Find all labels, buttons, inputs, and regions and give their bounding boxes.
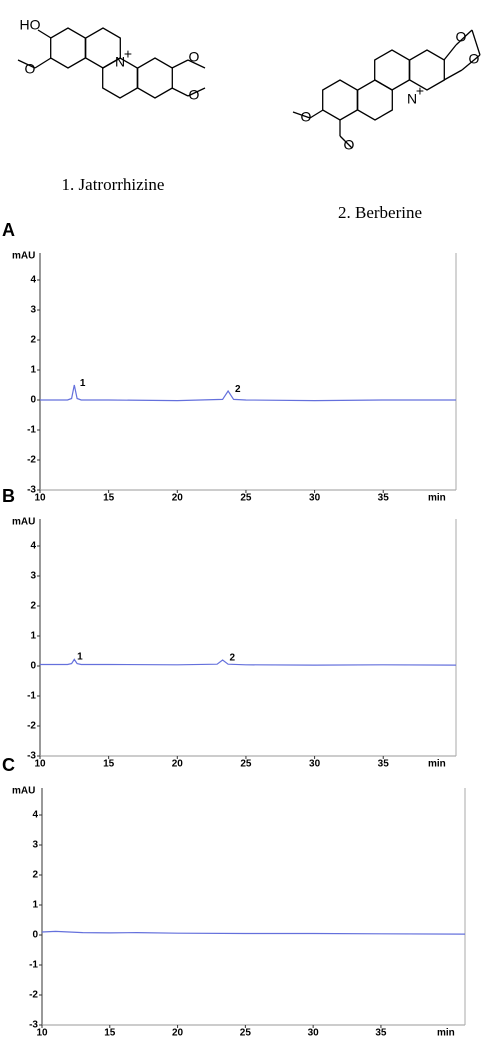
atom-label: O: [25, 61, 36, 77]
y-tick-label: 0: [32, 930, 38, 941]
bond: [171, 59, 189, 69]
peak-label: 2: [235, 384, 241, 395]
x-tick-label: 25: [240, 493, 252, 504]
bond: [461, 54, 481, 71]
x-tick-label: 25: [240, 1028, 252, 1039]
atom-label: O: [189, 49, 200, 65]
peak-label: 2: [229, 653, 235, 664]
compound-name: 1. Jatrorrhizine: [62, 175, 165, 194]
x-axis-label: min: [428, 493, 446, 504]
y-axis-label: mAU: [12, 251, 35, 262]
atom-label: N: [115, 54, 125, 70]
bond: [187, 87, 206, 97]
trace: [40, 658, 457, 666]
atom-label: O: [189, 87, 200, 103]
ring: [374, 49, 410, 91]
bond: [443, 69, 463, 81]
bond: [171, 87, 189, 97]
y-tick-label: -1: [29, 960, 38, 971]
trace: [41, 930, 466, 935]
panel-label: C: [2, 755, 15, 775]
y-tick-label: -1: [27, 691, 36, 702]
x-tick-label: 10: [36, 1028, 48, 1039]
y-tick-label: 0: [30, 395, 36, 406]
peak-label: 1: [77, 652, 83, 663]
ring: [50, 27, 86, 69]
y-tick-label: 4: [32, 810, 38, 821]
bond: [17, 59, 36, 69]
bond: [455, 29, 473, 46]
y-tick-label: 3: [32, 840, 38, 851]
atom-label: O: [469, 51, 480, 67]
atom-label: O: [344, 137, 355, 153]
y-tick-label: -3: [27, 751, 36, 762]
bond: [34, 57, 52, 69]
y-tick-label: -2: [27, 455, 36, 466]
y-tick-label: 3: [30, 305, 36, 316]
y-axis-label: mAU: [12, 786, 35, 797]
x-tick-label: 15: [103, 493, 115, 504]
ring: [322, 79, 358, 121]
peak-label: 1: [80, 378, 86, 389]
y-tick-label: 2: [30, 601, 36, 612]
atom-label: N: [407, 91, 417, 107]
bond: [37, 29, 52, 39]
y-tick-label: -1: [27, 425, 36, 436]
x-tick-label: 10: [34, 493, 46, 504]
trace: [40, 384, 456, 402]
panel-label: A: [2, 220, 15, 240]
y-tick-label: 2: [30, 335, 36, 346]
y-axis-label: mAU: [12, 517, 35, 528]
y-tick-label: -3: [29, 1020, 38, 1031]
atom-label: HO: [20, 17, 41, 33]
x-tick-label: 15: [103, 759, 115, 770]
y-tick-label: 4: [30, 541, 36, 552]
y-tick-label: -2: [27, 721, 36, 732]
bond: [309, 109, 324, 119]
atom-label: O: [456, 29, 467, 45]
bond: [339, 135, 353, 149]
panel-label: B: [2, 486, 15, 506]
ring: [137, 57, 173, 99]
y-tick-label: 4: [30, 275, 36, 286]
ring: [357, 79, 393, 121]
x-tick-label: 15: [104, 1028, 116, 1039]
y-tick-label: -2: [29, 990, 38, 1001]
x-tick-label: 35: [378, 759, 390, 770]
y-tick-label: 1: [32, 900, 38, 911]
x-tick-label: 35: [375, 1028, 387, 1039]
y-tick-label: 1: [30, 631, 36, 642]
compound-name: 2. Berberine: [338, 203, 422, 222]
x-axis-label: min: [428, 759, 446, 770]
x-tick-label: 30: [308, 1028, 320, 1039]
atom-label: +: [416, 83, 424, 99]
x-tick-label: 25: [240, 759, 252, 770]
y-tick-label: -3: [27, 485, 36, 496]
bond: [471, 29, 481, 56]
x-tick-label: 20: [172, 493, 184, 504]
x-tick-label: 30: [309, 493, 321, 504]
bond: [292, 111, 311, 119]
y-tick-label: 3: [30, 571, 36, 582]
bond: [187, 59, 206, 69]
x-tick-label: 30: [309, 759, 321, 770]
y-tick-label: 0: [30, 661, 36, 672]
y-tick-label: 1: [30, 365, 36, 376]
atom-label: O: [301, 109, 312, 125]
x-axis-label: min: [437, 1028, 455, 1039]
x-tick-label: 20: [172, 1028, 184, 1039]
atom-label: +: [124, 46, 132, 62]
ring: [409, 49, 445, 91]
x-tick-label: 35: [378, 493, 390, 504]
bond: [443, 44, 457, 61]
x-tick-label: 10: [34, 759, 46, 770]
y-tick-label: 2: [32, 870, 38, 881]
x-tick-label: 20: [172, 759, 184, 770]
